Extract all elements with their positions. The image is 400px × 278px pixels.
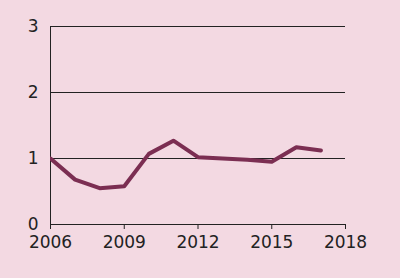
svg-text:2009: 2009 <box>103 232 146 252</box>
svg-text:2006: 2006 <box>29 232 72 252</box>
svg-text:3: 3 <box>28 16 39 36</box>
svg-text:0: 0 <box>27 213 39 234</box>
svg-text:2012: 2012 <box>176 232 219 252</box>
svg-text:2: 2 <box>28 82 39 102</box>
svg-text:2015: 2015 <box>250 232 293 252</box>
svg-text:1: 1 <box>28 148 39 168</box>
svg-text:2018: 2018 <box>324 232 367 252</box>
